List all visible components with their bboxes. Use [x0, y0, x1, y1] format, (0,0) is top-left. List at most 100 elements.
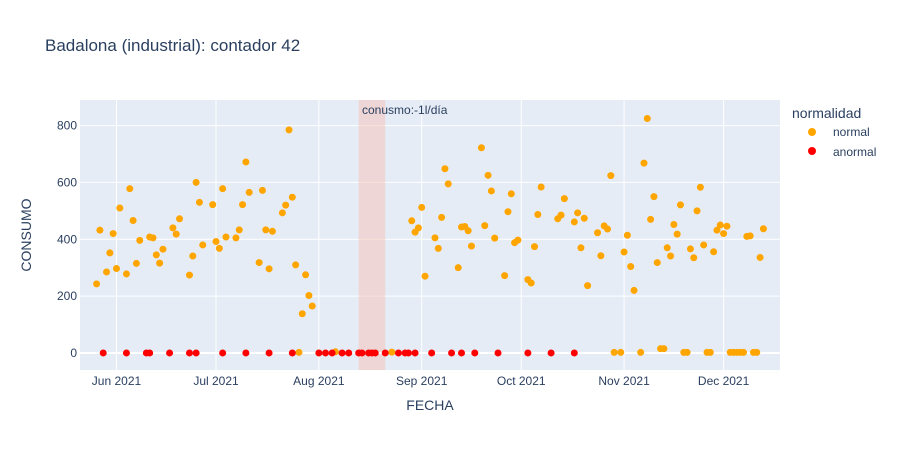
data-point-normal[interactable] — [242, 158, 250, 166]
data-point-normal[interactable] — [660, 345, 668, 353]
data-point-normal[interactable] — [627, 263, 635, 271]
data-point-normal[interactable] — [759, 225, 767, 233]
data-point-normal[interactable] — [756, 253, 764, 261]
data-point-normal[interactable] — [653, 259, 661, 267]
data-point-normal[interactable] — [109, 230, 117, 238]
data-point-normal[interactable] — [189, 252, 197, 260]
data-point-normal[interactable] — [580, 214, 588, 222]
data-point-normal[interactable] — [597, 252, 605, 260]
data-point-normal[interactable] — [507, 190, 515, 198]
data-point-normal[interactable] — [696, 183, 704, 191]
data-point-normal[interactable] — [487, 187, 495, 195]
data-point-anormal[interactable] — [219, 349, 227, 357]
data-point-normal[interactable] — [195, 198, 203, 206]
data-point-normal[interactable] — [305, 292, 313, 300]
data-point-normal[interactable] — [388, 348, 396, 356]
data-point-normal[interactable] — [106, 249, 114, 257]
data-point-normal[interactable] — [258, 186, 266, 194]
data-point-normal[interactable] — [686, 245, 694, 253]
data-point-anormal[interactable] — [345, 349, 353, 357]
data-point-normal[interactable] — [172, 230, 180, 238]
data-point-normal[interactable] — [421, 272, 429, 280]
data-point-normal[interactable] — [531, 243, 539, 251]
data-point-normal[interactable] — [647, 215, 655, 223]
data-point-normal[interactable] — [620, 248, 628, 256]
data-point-normal[interactable] — [282, 201, 290, 209]
data-point-normal[interactable] — [126, 185, 134, 193]
legend-item-anormal[interactable]: anormal — [808, 145, 876, 159]
data-point-normal[interactable] — [222, 233, 230, 241]
data-point-normal[interactable] — [292, 261, 300, 269]
data-point-normal[interactable] — [683, 348, 691, 356]
data-point-normal[interactable] — [156, 259, 164, 267]
data-point-normal[interactable] — [239, 201, 247, 209]
data-point-anormal[interactable] — [358, 349, 366, 357]
data-point-anormal[interactable] — [315, 349, 323, 357]
data-point-normal[interactable] — [670, 220, 678, 228]
data-point-normal[interactable] — [298, 310, 306, 318]
data-point-normal[interactable] — [706, 348, 714, 356]
data-point-anormal[interactable] — [404, 349, 412, 357]
data-point-anormal[interactable] — [99, 349, 107, 357]
data-point-normal[interactable] — [570, 218, 578, 226]
data-point-normal[interactable] — [746, 232, 754, 240]
data-point-normal[interactable] — [514, 236, 522, 244]
data-point-normal[interactable] — [268, 227, 276, 235]
data-point-anormal[interactable] — [570, 349, 578, 357]
data-point-normal[interactable] — [537, 183, 545, 191]
data-point-normal[interactable] — [93, 280, 101, 288]
data-point-normal[interactable] — [103, 268, 111, 276]
data-point-normal[interactable] — [630, 286, 638, 294]
data-point-anormal[interactable] — [494, 349, 502, 357]
data-point-normal[interactable] — [122, 270, 130, 278]
data-point-normal[interactable] — [414, 224, 422, 232]
data-point-anormal[interactable] — [265, 349, 273, 357]
data-point-anormal[interactable] — [122, 349, 130, 357]
data-point-normal[interactable] — [149, 234, 157, 242]
data-point-normal[interactable] — [418, 203, 426, 211]
data-point-anormal[interactable] — [448, 349, 456, 357]
data-point-normal[interactable] — [212, 238, 220, 246]
data-point-normal[interactable] — [245, 188, 253, 196]
data-point-normal[interactable] — [176, 215, 184, 223]
data-point-normal[interactable] — [577, 244, 585, 252]
data-point-normal[interactable] — [603, 225, 611, 233]
data-point-normal[interactable] — [112, 265, 120, 273]
data-point-normal[interactable] — [594, 229, 602, 237]
data-point-normal[interactable] — [219, 185, 227, 193]
data-point-normal[interactable] — [235, 226, 243, 234]
data-point-normal[interactable] — [557, 211, 565, 219]
data-point-normal[interactable] — [710, 248, 718, 256]
data-point-normal[interactable] — [716, 221, 724, 229]
data-point-normal[interactable] — [640, 159, 648, 167]
data-point-normal[interactable] — [464, 227, 472, 235]
data-point-normal[interactable] — [676, 201, 684, 209]
plot-area[interactable] — [80, 100, 780, 370]
data-point-normal[interactable] — [434, 244, 442, 252]
data-point-normal[interactable] — [650, 193, 658, 201]
data-point-normal[interactable] — [408, 217, 416, 225]
data-point-normal[interactable] — [467, 242, 475, 250]
data-point-anormal[interactable] — [166, 349, 174, 357]
data-point-normal[interactable] — [643, 114, 651, 122]
data-point-anormal[interactable] — [411, 349, 419, 357]
data-point-normal[interactable] — [534, 211, 542, 219]
data-point-normal[interactable] — [713, 226, 721, 234]
data-point-normal[interactable] — [501, 272, 509, 280]
data-point-normal[interactable] — [720, 230, 728, 238]
data-point-normal[interactable] — [484, 171, 492, 179]
data-point-normal[interactable] — [623, 231, 631, 239]
data-point-normal[interactable] — [215, 244, 223, 252]
data-point-normal[interactable] — [152, 251, 160, 259]
data-point-anormal[interactable] — [381, 349, 389, 357]
data-point-anormal[interactable] — [547, 349, 555, 357]
data-point-normal[interactable] — [610, 348, 618, 356]
data-point-normal[interactable] — [285, 126, 293, 134]
data-point-normal[interactable] — [527, 279, 535, 287]
data-point-anormal[interactable] — [394, 349, 402, 357]
data-point-anormal[interactable] — [428, 349, 436, 357]
data-point-normal[interactable] — [454, 264, 462, 272]
data-point-normal[interactable] — [584, 282, 592, 290]
data-point-normal[interactable] — [185, 271, 193, 279]
data-point-normal[interactable] — [441, 165, 449, 173]
